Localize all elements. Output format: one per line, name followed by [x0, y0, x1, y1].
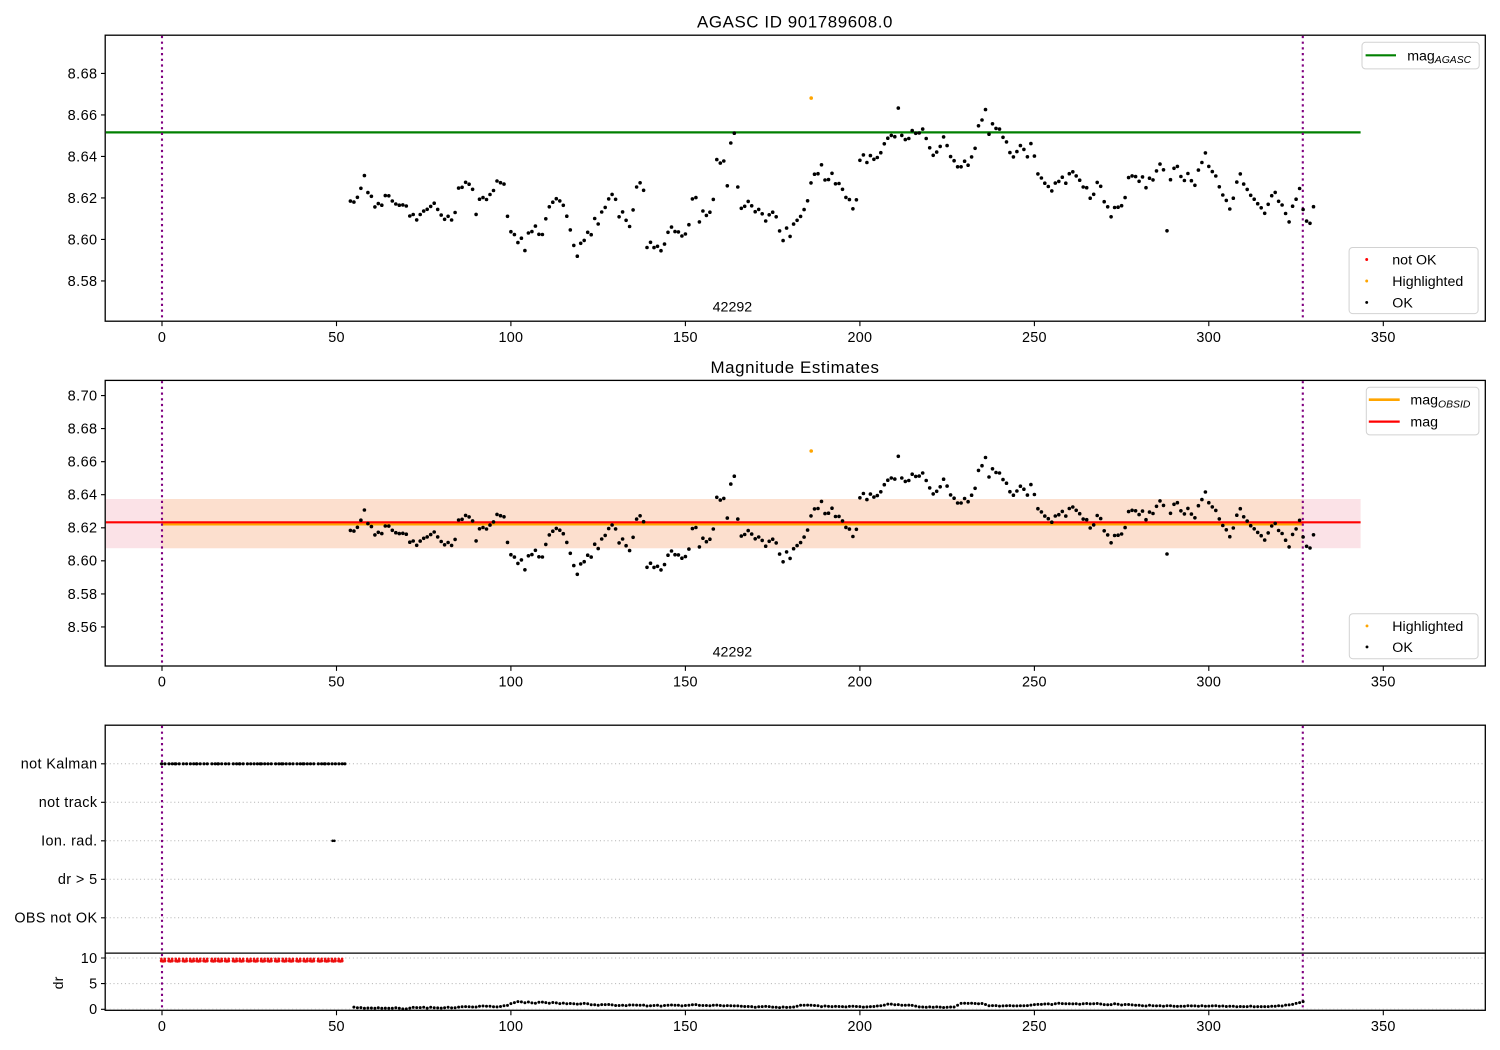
svg-text:250: 250	[1022, 330, 1047, 346]
svg-text:8.60: 8.60	[68, 554, 98, 570]
svg-text:8.70: 8.70	[68, 389, 98, 405]
svg-text:100: 100	[498, 330, 523, 346]
svg-text:42292: 42292	[713, 300, 753, 316]
svg-text:150: 150	[673, 675, 698, 691]
svg-text:0: 0	[158, 1019, 166, 1035]
svg-text:100: 100	[498, 675, 523, 691]
svg-text:Highlighted: Highlighted	[1392, 274, 1463, 290]
svg-text:0: 0	[158, 675, 166, 691]
svg-text:50: 50	[328, 1019, 345, 1035]
svg-text:150: 150	[673, 330, 698, 346]
svg-text:Magnitude Estimates: Magnitude Estimates	[710, 358, 879, 377]
svg-text:8.58: 8.58	[68, 274, 98, 290]
svg-text:350: 350	[1371, 675, 1396, 691]
svg-text:8.58: 8.58	[68, 587, 98, 603]
svg-text:8.64: 8.64	[68, 149, 98, 165]
svg-text:50: 50	[328, 330, 345, 346]
svg-text:8.68: 8.68	[68, 422, 98, 438]
svg-text:8.56: 8.56	[68, 620, 98, 636]
svg-text:OBS not OK: OBS not OK	[14, 911, 97, 927]
svg-text:0: 0	[89, 1002, 97, 1018]
svg-text:8.68: 8.68	[68, 66, 98, 82]
svg-text:300: 300	[1196, 1019, 1221, 1035]
svg-text:8.62: 8.62	[68, 521, 98, 537]
svg-text:350: 350	[1371, 1019, 1396, 1035]
svg-text:300: 300	[1196, 330, 1221, 346]
svg-text:8.60: 8.60	[68, 232, 98, 248]
svg-text:8.64: 8.64	[68, 488, 98, 504]
svg-text:not track: not track	[39, 795, 98, 811]
svg-text:50: 50	[328, 675, 345, 691]
svg-text:OK: OK	[1392, 295, 1413, 311]
svg-text:8.66: 8.66	[68, 455, 98, 471]
svg-text:150: 150	[673, 1019, 698, 1035]
svg-text:100: 100	[498, 1019, 523, 1035]
svg-text:Ion. rad.: Ion. rad.	[41, 834, 97, 850]
svg-text:OK: OK	[1392, 640, 1413, 656]
svg-text:Highlighted: Highlighted	[1392, 619, 1463, 635]
svg-text:200: 200	[847, 1019, 872, 1035]
svg-text:mag: mag	[1410, 415, 1438, 431]
svg-text:not OK: not OK	[1392, 252, 1437, 268]
svg-text:42292: 42292	[713, 645, 753, 661]
svg-text:300: 300	[1196, 675, 1221, 691]
svg-text:350: 350	[1371, 330, 1396, 346]
svg-text:200: 200	[847, 675, 872, 691]
svg-text:0: 0	[158, 330, 166, 346]
svg-text:8.66: 8.66	[68, 108, 98, 124]
svg-text:dr > 5: dr > 5	[58, 872, 98, 888]
svg-text:10: 10	[81, 951, 98, 967]
svg-text:8.62: 8.62	[68, 191, 98, 207]
svg-text:250: 250	[1022, 675, 1047, 691]
svg-text:dr: dr	[51, 976, 67, 989]
svg-text:not Kalman: not Kalman	[21, 757, 98, 773]
svg-text:AGASC ID 901789608.0: AGASC ID 901789608.0	[697, 13, 893, 32]
svg-text:5: 5	[89, 977, 97, 993]
svg-text:200: 200	[847, 330, 872, 346]
svg-text:250: 250	[1022, 1019, 1047, 1035]
